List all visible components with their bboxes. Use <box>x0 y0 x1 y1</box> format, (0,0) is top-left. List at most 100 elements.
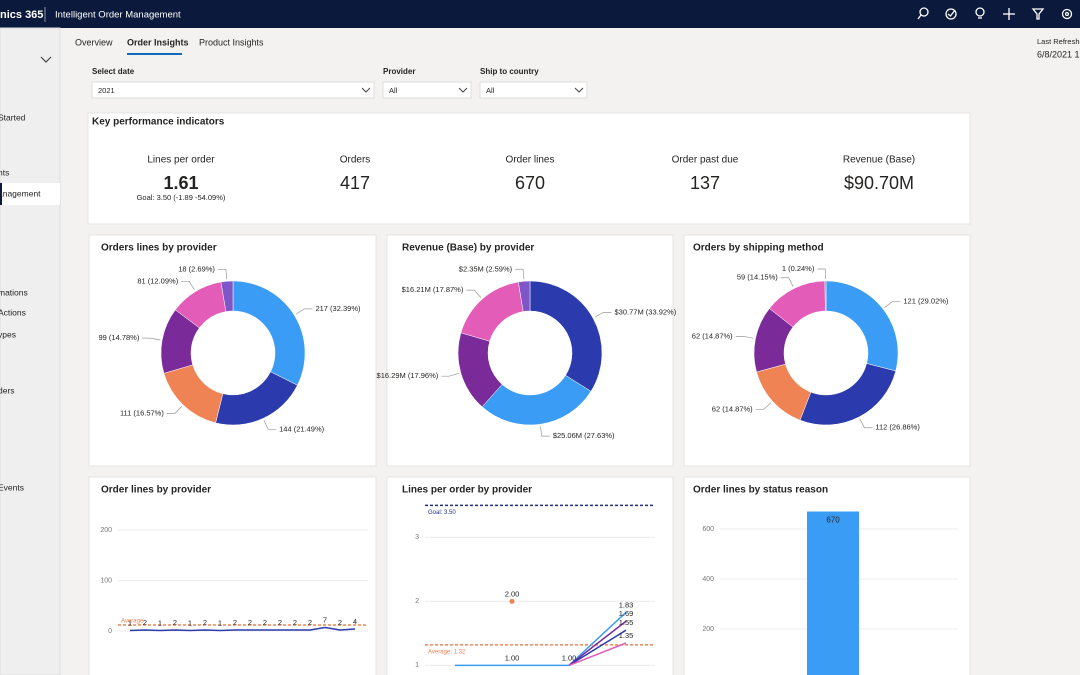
kpi-label: Orders <box>340 155 371 166</box>
top-bar <box>0 0 1080 28</box>
date-dropdown[interactable] <box>91 81 375 99</box>
donut-slice <box>518 280 531 312</box>
data-label: 1 <box>158 618 162 627</box>
line-series <box>568 620 627 666</box>
chart-card <box>386 476 674 675</box>
task-icon[interactable] <box>945 8 957 20</box>
y-tick-label: 1 <box>415 662 419 669</box>
data-label: 2 <box>248 618 252 627</box>
data-label: 4 <box>353 617 357 626</box>
nav-item[interactable]: mations <box>0 287 28 297</box>
nav-indicator <box>0 183 2 205</box>
search-icon[interactable] <box>917 7 929 20</box>
data-label: 62 (14.87%) <box>712 404 753 413</box>
leader-line <box>217 268 228 280</box>
data-label: 1.00 <box>505 653 520 662</box>
data-label: 2 <box>203 618 207 627</box>
y-tick-label: 200 <box>702 626 714 633</box>
nav-item[interactable]: ders <box>0 385 15 395</box>
nav-item[interactable]: Events <box>0 482 24 492</box>
data-label: 81 (12.09%) <box>137 276 178 285</box>
nav-item[interactable]: ypes <box>0 329 16 339</box>
y-tick-label: 2 <box>415 598 419 605</box>
kpi-value: 137 <box>690 173 720 193</box>
reference-label: Average <box>121 619 144 625</box>
data-label: 217 (32.39%) <box>315 304 361 313</box>
donut-slice <box>529 280 603 392</box>
data-label: 1 <box>218 618 222 627</box>
kpi-goal: Goal: 3.50 (-1.89 -54.09%) <box>137 193 226 202</box>
reference-label: Average: 1.32 <box>428 649 466 655</box>
leader-line <box>884 301 901 308</box>
data-label: $2.35M (2.59%) <box>459 264 513 273</box>
leader-line <box>755 402 772 410</box>
data-label: 2 <box>338 618 342 627</box>
data-label: $16.29M (17.96%) <box>377 371 439 380</box>
nav-item[interactable]: Actions <box>0 307 26 317</box>
kpi-label: Order past due <box>672 155 739 166</box>
tab[interactable]: Overview <box>75 37 113 47</box>
y-tick-label: 3 <box>415 534 419 541</box>
chart-title: Lines per order by provider <box>402 485 532 496</box>
reference-label: Goal: 3.50 <box>428 510 456 516</box>
kpi-title: Key performance indicators <box>92 117 225 128</box>
data-label: 1 <box>128 618 132 627</box>
kpi-label: Revenue (Base) <box>843 155 915 166</box>
data-label: 62 (14.87%) <box>692 331 733 340</box>
nav-item[interactable]: anagement <box>0 188 41 198</box>
nav-item[interactable]: Started <box>0 112 26 122</box>
chart-card <box>683 234 971 467</box>
chart-title: Order lines by provider <box>101 485 211 496</box>
leader-line <box>594 312 612 318</box>
filter-label: Select date <box>92 67 135 76</box>
collapse-icon[interactable] <box>40 56 52 63</box>
filter-label: Provider <box>383 67 415 76</box>
donut-slice <box>824 280 827 312</box>
kpi-label: Order lines <box>506 155 555 166</box>
data-label: 1.55 <box>619 618 634 627</box>
add-icon[interactable] <box>1003 8 1015 20</box>
data-label: 2 <box>308 618 312 627</box>
data-label: 144 (21.49%) <box>279 424 325 433</box>
data-label: 121 (29.02%) <box>903 297 949 306</box>
data-label: 2 <box>293 618 297 627</box>
y-tick-label: 400 <box>702 576 714 583</box>
kpi-label: Lines per order <box>147 155 215 166</box>
data-label: 2 <box>233 618 237 627</box>
app-title: Intelligent Order Management <box>55 10 181 21</box>
chart-title: Orders lines by provider <box>101 243 217 254</box>
tab[interactable]: Product Insights <box>199 37 264 47</box>
refresh-label: Last Refreshe <box>1037 37 1080 46</box>
donut-slice <box>232 280 306 386</box>
tab-active[interactable]: Order Insights <box>127 37 189 47</box>
side-nav <box>0 27 61 675</box>
nav-item[interactable]: nts <box>0 167 9 177</box>
country-dropdown[interactable] <box>479 81 588 99</box>
bar <box>807 511 859 675</box>
donut-slice <box>220 280 234 312</box>
kpi-value: 670 <box>515 173 545 193</box>
data-label: 2 <box>263 618 267 627</box>
line-series <box>455 611 627 667</box>
data-label: 1.00 <box>562 653 577 662</box>
tab-underline <box>127 53 182 55</box>
leader-line <box>441 373 459 377</box>
data-label: 99 (14.78%) <box>98 333 139 342</box>
chart-card <box>88 476 377 675</box>
data-label: $30.77M (33.92%) <box>615 307 677 316</box>
idea-icon[interactable] <box>975 7 985 19</box>
leader-line <box>466 289 482 298</box>
data-label: 1.35 <box>619 631 634 640</box>
y-tick-label: 0 <box>108 628 112 635</box>
refresh-date: 6/8/2021 1 <box>1037 49 1080 59</box>
kpi-value: 1.61 <box>163 173 198 193</box>
leader-line <box>515 268 525 280</box>
leader-line <box>295 308 313 315</box>
filter-value: All <box>486 86 495 95</box>
data-label: 2 <box>173 618 177 627</box>
settings-icon[interactable] <box>1061 8 1073 20</box>
filter-icon[interactable] <box>1031 8 1045 20</box>
leader-line <box>735 335 754 339</box>
chart-title: Order lines by status reason <box>693 485 828 496</box>
provider-dropdown[interactable] <box>382 81 472 99</box>
